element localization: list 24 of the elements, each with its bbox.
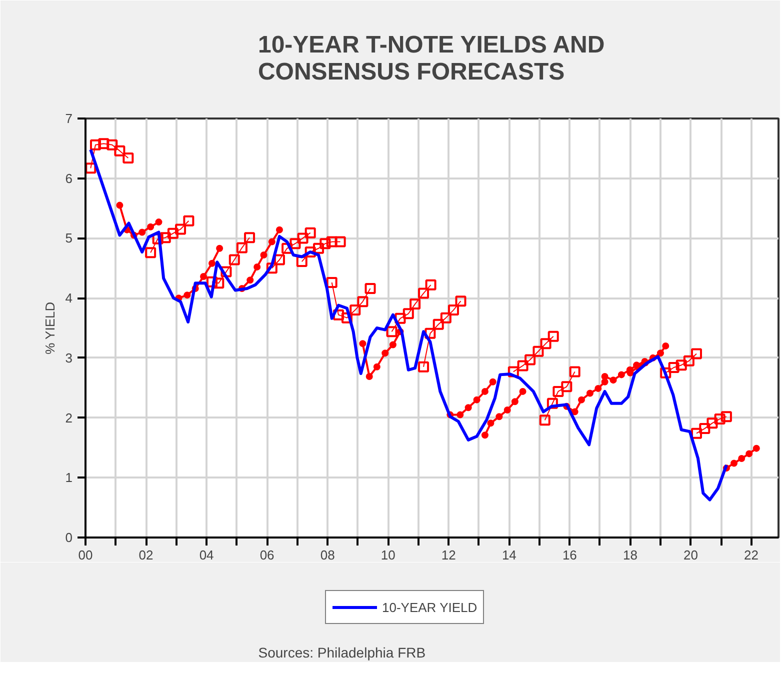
y-tick-label: 2 — [65, 410, 73, 426]
x-tick-label: 04 — [199, 548, 214, 562]
x-tick-label: 22 — [744, 548, 759, 562]
y-tick-label: 7 — [65, 111, 73, 126]
chart-title: 10-YEAR T-NOTE YIELDS AND CONSENSUS FORECASTS — [258, 32, 605, 86]
x-tick-label: 18 — [622, 548, 638, 562]
x-tick-label: 10 — [380, 548, 396, 562]
source-note: Sources: Philadelphia FRB — [258, 644, 426, 660]
y-tick-label: 5 — [65, 230, 73, 246]
x-tick-label: 06 — [260, 548, 274, 562]
x-tick-label: 08 — [320, 548, 335, 562]
y-tick-label: 0 — [65, 530, 73, 545]
x-tick-label: 02 — [138, 548, 154, 562]
y-tick-label: 4 — [65, 290, 73, 306]
x-tick-label: 16 — [562, 548, 577, 562]
x-tick-label: 20 — [684, 548, 698, 562]
x-tick-label: 14 — [502, 548, 516, 562]
y-tick-label: 1 — [65, 470, 73, 486]
y-tick-label: 3 — [65, 350, 73, 366]
y-axis-title: % YIELD — [42, 302, 58, 354]
legend-label: 10-YEAR YIELD — [382, 600, 478, 614]
x-tick-label: 12 — [441, 548, 456, 562]
x-tick-label: 00 — [78, 548, 93, 562]
y-tick-label: 6 — [65, 170, 73, 186]
